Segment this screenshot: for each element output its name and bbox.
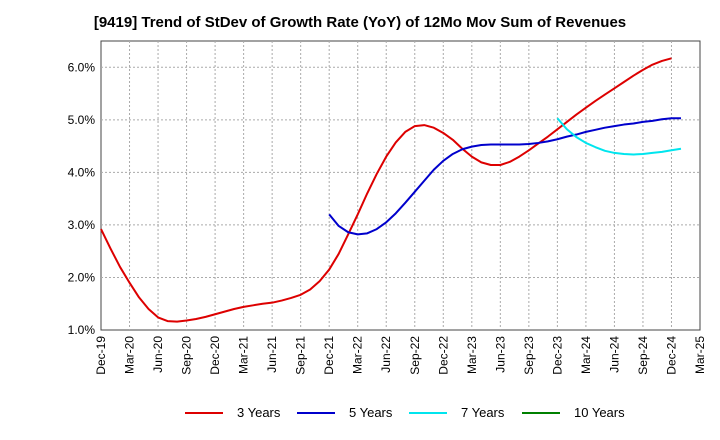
legend-item-3-years: 3 Years [185, 405, 280, 420]
legend: 3 Years 5 Years 7 Years 10 Years [0, 405, 720, 425]
legend-item-7-years: 7 Years [409, 405, 504, 420]
legend-label-10-years: 10 Years [574, 405, 625, 420]
x-tick-label: Jun-24 [607, 336, 621, 373]
legend-label-7-years: 7 Years [461, 405, 505, 420]
series-line-7-years [556, 117, 682, 156]
x-tick-label: Mar-20 [123, 336, 137, 374]
legend-item-10-years: 10 Years [522, 405, 625, 420]
x-tick-label: Sep-22 [408, 336, 422, 375]
x-tick-label: Dec-22 [436, 336, 450, 375]
x-tick-label: Sep-23 [522, 336, 536, 375]
x-tick-label: Dec-23 [550, 336, 564, 375]
chart-title: [9419] Trend of StDev of Growth Rate (Yo… [93, 14, 627, 31]
plot-frame [100, 40, 701, 331]
y-tick-label: 5.0% [68, 113, 96, 127]
series-line-5-years [328, 117, 681, 236]
x-tick-label: Dec-24 [664, 336, 678, 375]
x-tick-label: Jun-21 [265, 336, 279, 373]
legend-swatch-10-years [522, 411, 560, 414]
x-tick-label: Dec-20 [208, 336, 222, 375]
legend-label-5-years: 5 Years [349, 405, 393, 420]
x-tick-label: Mar-25 [693, 336, 707, 374]
legend-swatch-3-years [185, 411, 223, 414]
x-tick-label: Jun-23 [493, 336, 507, 373]
legend-swatch-7-years [409, 411, 447, 414]
x-tick-label: Sep-20 [180, 336, 194, 375]
x-tick-label: Mar-21 [237, 336, 251, 374]
x-tick-label: Sep-24 [636, 336, 650, 375]
x-tick-label: Mar-22 [351, 336, 365, 374]
y-tick-label: 1.0% [68, 323, 96, 337]
x-tick-label: Mar-23 [465, 336, 479, 374]
x-tick-label: Jun-20 [151, 336, 165, 373]
x-tick-label: Dec-19 [94, 336, 108, 375]
y-tick-label: 4.0% [68, 165, 96, 179]
legend-item-5-years: 5 Years [297, 405, 392, 420]
x-tick-label: Mar-24 [579, 336, 593, 374]
y-tick-label: 6.0% [68, 60, 96, 74]
x-tick-label: Dec-21 [322, 336, 336, 375]
y-tick-label: 2.0% [68, 270, 96, 284]
legend-swatch-5-years [297, 411, 335, 414]
legend-label-3-years: 3 Years [237, 405, 281, 420]
series-line-3-years [100, 57, 672, 323]
x-tick-label: Jun-22 [379, 336, 393, 373]
y-tick-label: 3.0% [68, 218, 96, 232]
x-tick-label: Sep-21 [294, 336, 308, 375]
